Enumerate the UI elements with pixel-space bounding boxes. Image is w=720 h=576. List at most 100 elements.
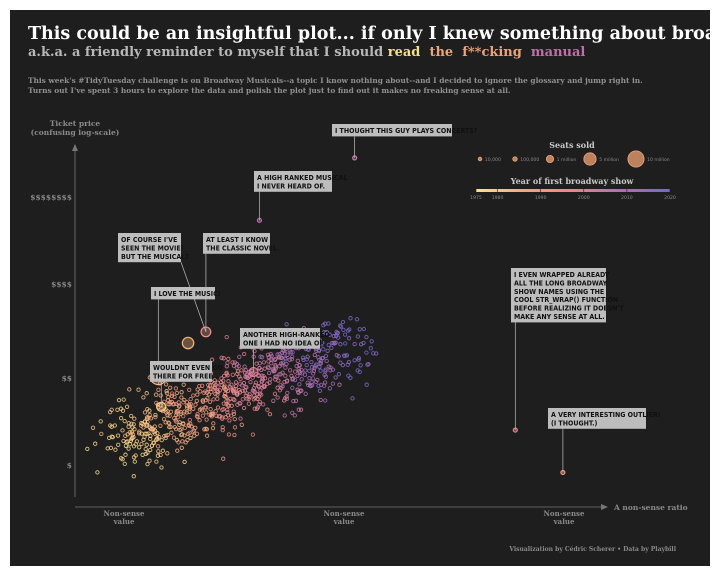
annotation-box (548, 408, 646, 429)
data-point (336, 372, 342, 377)
data-point (265, 364, 271, 369)
data-point (325, 348, 330, 353)
data-point (272, 368, 277, 374)
data-point (132, 459, 137, 464)
data-point (269, 353, 274, 359)
data-point (297, 363, 302, 368)
annotation-text: THERE FOR FREE... (153, 372, 220, 380)
data-point (290, 385, 295, 390)
data-point (251, 397, 256, 402)
data-point (169, 393, 175, 399)
data-point (168, 409, 174, 414)
data-point (338, 360, 343, 365)
data-point (297, 370, 303, 375)
data-point (129, 431, 134, 436)
data-point (273, 363, 278, 368)
data-point (330, 381, 336, 386)
data-point (200, 398, 206, 403)
data-point (320, 340, 325, 345)
annotation-text: ANOTHER HIGH-RANKED (243, 331, 329, 339)
data-point (208, 406, 213, 412)
data-point (354, 317, 360, 322)
data-point (364, 382, 369, 387)
data-point (322, 372, 327, 378)
x-axis-arrow (601, 504, 608, 510)
data-point (290, 377, 295, 382)
data-point (299, 377, 304, 382)
data-point (144, 422, 150, 427)
data-point (309, 359, 314, 365)
data-point (283, 357, 288, 362)
data-point (193, 402, 198, 407)
data-point (108, 423, 113, 428)
data-point (239, 422, 244, 427)
data-point (128, 438, 134, 443)
annotation-text: SHOW NAMES USING THE (514, 288, 604, 296)
data-point (227, 384, 232, 389)
data-point (153, 392, 159, 397)
data-point (177, 422, 182, 427)
data-point (187, 402, 192, 407)
data-point (321, 347, 326, 352)
color-legend-label: 2010 (621, 195, 633, 201)
data-point (185, 437, 190, 443)
data-point (305, 380, 310, 385)
annotation-box (240, 328, 320, 349)
data-point (158, 452, 163, 458)
data-point (323, 353, 329, 359)
annotation-text: WOULDNT EVEN GO (153, 364, 224, 372)
data-point (247, 392, 252, 397)
data-point (180, 439, 185, 444)
annotation-box (332, 124, 452, 137)
data-point (324, 358, 329, 364)
data-point (252, 348, 257, 354)
y-tick-label: $ (67, 461, 72, 470)
data-point (169, 399, 175, 405)
data-point (230, 372, 235, 377)
data-point (203, 410, 209, 415)
data-point (120, 428, 125, 433)
data-point (154, 437, 159, 442)
data-point (147, 458, 152, 463)
data-point (326, 342, 331, 348)
subtitle-word-read: read (387, 45, 421, 60)
data-point (213, 409, 218, 414)
data-point (326, 321, 331, 326)
data-point (323, 367, 328, 372)
data-point (207, 383, 213, 388)
data-point (261, 360, 267, 365)
data-point (304, 362, 309, 368)
data-point (282, 351, 287, 356)
data-point (187, 417, 192, 423)
data-point (191, 406, 196, 411)
data-point (265, 381, 270, 386)
data-point (231, 363, 237, 369)
data-point (312, 352, 317, 358)
data-point (116, 442, 121, 448)
size-legend-label: 10,000 (485, 157, 501, 163)
y-axis-arrow (72, 144, 78, 151)
data-point (333, 375, 338, 380)
data-point (267, 411, 273, 417)
data-point (155, 431, 160, 436)
data-point (371, 351, 376, 356)
data-point (254, 361, 259, 366)
data-point (171, 435, 177, 440)
scatter-points (85, 316, 379, 479)
data-point (306, 382, 311, 388)
data-point (346, 359, 352, 365)
data-point (266, 359, 271, 364)
data-point (126, 424, 131, 429)
data-point (99, 431, 104, 437)
data-point (225, 360, 230, 366)
data-point (285, 390, 290, 396)
data-point (221, 456, 226, 461)
data-point (210, 411, 215, 416)
size-legend-label: 5 million (599, 157, 619, 163)
data-point (122, 461, 127, 467)
data-point (124, 404, 130, 409)
data-point (255, 405, 261, 410)
data-point (231, 397, 236, 402)
data-point (184, 410, 189, 415)
data-point (160, 448, 166, 453)
